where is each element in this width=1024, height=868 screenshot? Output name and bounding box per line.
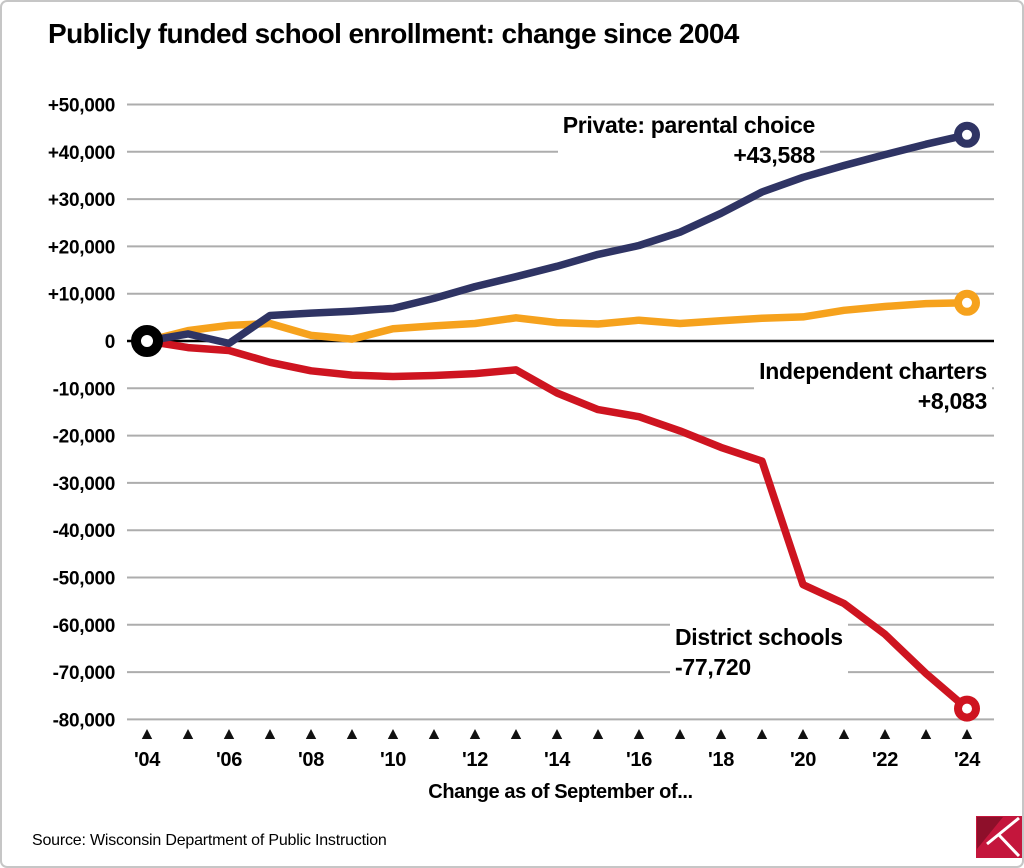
y-tick-label: +10,000 <box>48 285 115 306</box>
x-tick-label: '22 <box>872 749 898 771</box>
chart-title: Publicly funded school enrollment: chang… <box>48 18 739 49</box>
year-tick-triangle <box>879 729 891 739</box>
x-tick-label: '20 <box>790 749 816 771</box>
journal-sentinel-logo <box>976 816 1022 858</box>
y-tick-label: -20,000 <box>53 427 115 448</box>
series-label: Independent charters <box>759 358 987 384</box>
year-tick-triangle <box>551 729 563 739</box>
logo-branch-stroke <box>996 832 1021 858</box>
x-tick-label: '10 <box>380 749 406 771</box>
series-label: Private: parental choice <box>562 112 816 138</box>
x-axis-caption: Change as of September of... <box>428 781 693 803</box>
year-tick-triangle <box>469 729 481 739</box>
y-tick-label: +50,000 <box>48 96 115 117</box>
y-tick-label: +30,000 <box>48 190 115 211</box>
y-tick-label: -40,000 <box>53 521 115 542</box>
logo-diagonal-stroke <box>986 816 1020 846</box>
year-tick-triangle <box>674 729 686 739</box>
x-tick-label: '04 <box>134 749 161 771</box>
x-tick-label: '16 <box>626 749 652 771</box>
logo-dark-triangle <box>977 817 1003 849</box>
year-tick-triangle <box>961 729 973 739</box>
y-tick-label: -10,000 <box>53 379 115 400</box>
year-tick-triangle <box>428 729 440 739</box>
year-tick-triangle <box>182 729 194 739</box>
series-value: +43,588 <box>733 142 815 168</box>
year-tick-triangle <box>387 729 399 739</box>
series-end-marker <box>954 695 980 722</box>
year-tick-triangle <box>633 729 645 739</box>
year-tick-triangle <box>920 729 932 739</box>
x-tick-label: '12 <box>462 749 488 771</box>
x-tick-label: '06 <box>216 749 242 771</box>
series-label: District schools <box>675 624 843 650</box>
origin-marker <box>131 325 163 357</box>
series-end-marker <box>954 121 980 148</box>
year-tick-triangle <box>264 729 276 739</box>
y-tick-label: -60,000 <box>53 616 115 637</box>
series-value: -77,720 <box>675 654 751 680</box>
y-tick-label: +20,000 <box>48 237 115 258</box>
x-tick-label: '08 <box>298 749 324 771</box>
year-tick-triangle <box>510 729 522 739</box>
y-tick-label: -50,000 <box>53 569 115 590</box>
year-tick-triangle <box>838 729 850 739</box>
x-tick-label: '18 <box>708 749 734 771</box>
x-tick-label: '14 <box>544 749 571 771</box>
x-tick-label: '24 <box>954 749 981 771</box>
year-tick-triangle <box>141 729 153 739</box>
year-tick-triangle <box>346 729 358 739</box>
y-tick-label: -70,000 <box>53 663 115 684</box>
y-tick-label: 0 <box>105 332 115 353</box>
annotation-private-parental-choice: Private: parental choice +43,588 <box>557 108 820 172</box>
series-value: +8,083 <box>917 388 988 414</box>
y-tick-label: -80,000 <box>53 710 115 731</box>
year-tick-triangle <box>715 729 727 739</box>
series-end-marker <box>954 289 980 316</box>
y-tick-label: -30,000 <box>53 474 115 495</box>
annotation-independent-charters: Independent charters +8,083 <box>754 354 992 418</box>
annotation-district-schools: District schools -77,720 <box>670 620 848 684</box>
year-tick-triangle <box>305 729 317 739</box>
year-tick-triangle <box>592 729 604 739</box>
year-tick-triangle <box>223 729 235 739</box>
year-tick-triangle <box>797 729 809 739</box>
y-tick-label: +40,000 <box>48 143 115 164</box>
series-line <box>146 299 968 345</box>
year-tick-triangle <box>756 729 768 739</box>
source-credit: Source: Wisconsin Department of Public I… <box>32 832 387 849</box>
